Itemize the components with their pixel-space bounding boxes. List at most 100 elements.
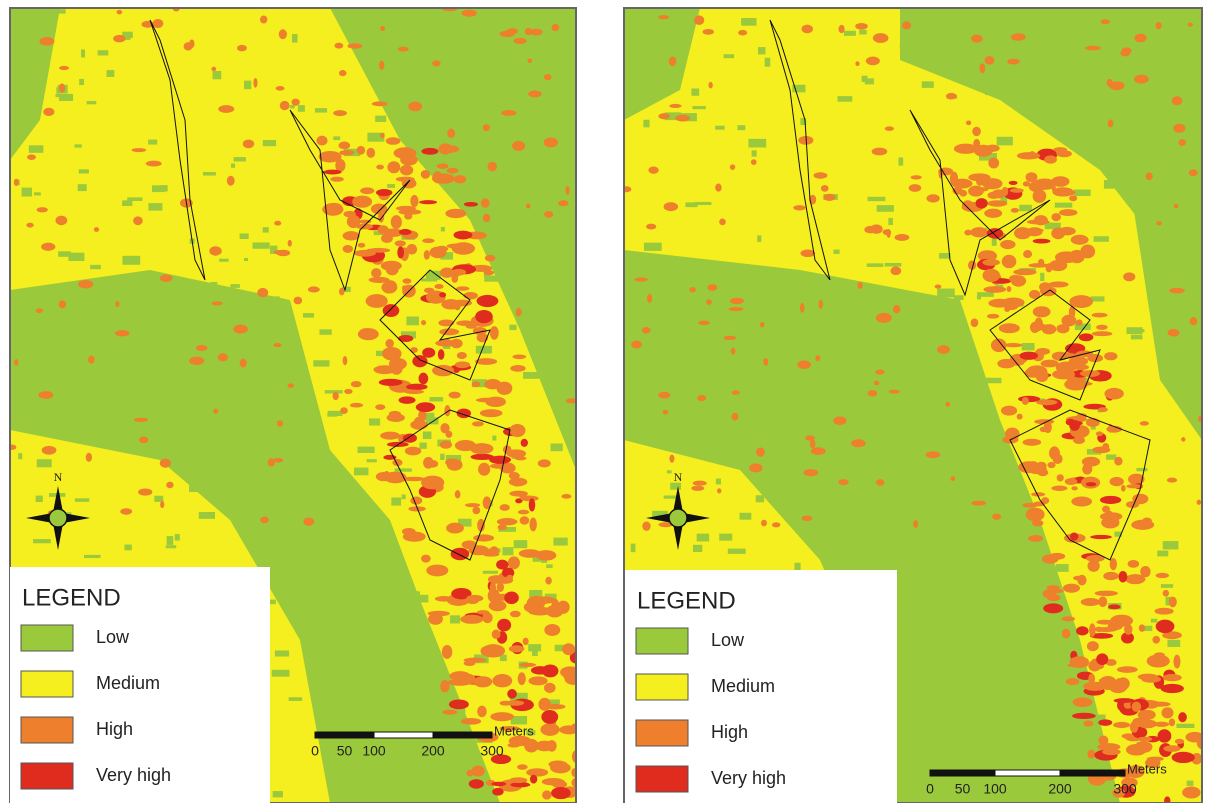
raster-cell	[424, 250, 430, 260]
raster-cell	[410, 496, 422, 504]
raster-cell	[536, 550, 557, 561]
raster-cell	[343, 231, 360, 240]
raster-cell	[951, 747, 959, 756]
raster-cell	[497, 619, 511, 632]
raster-cell	[1036, 399, 1057, 405]
raster-cell	[520, 493, 528, 500]
raster-cell	[1101, 19, 1110, 24]
north-arrow	[49, 509, 67, 527]
raster-cell	[387, 161, 400, 173]
raster-cell	[500, 31, 515, 37]
raster-cell	[1151, 619, 1157, 623]
raster-cell	[1134, 75, 1149, 84]
raster-cell	[492, 630, 501, 639]
raster-cell	[219, 259, 228, 262]
raster-cell	[833, 250, 839, 254]
raster-cell	[298, 105, 305, 112]
raster-cell	[472, 381, 480, 387]
raster-cell	[847, 408, 852, 413]
legend-swatch	[21, 717, 73, 743]
scale-label: 0	[926, 781, 934, 797]
raster-cell	[889, 492, 905, 497]
raster-cell	[531, 666, 549, 674]
raster-cell	[937, 289, 955, 298]
raster-cell	[658, 317, 667, 324]
raster-cell	[1161, 707, 1173, 718]
raster-cell	[802, 516, 813, 522]
raster-cell	[243, 139, 254, 148]
raster-cell	[1141, 676, 1161, 683]
raster-cell	[120, 508, 132, 515]
raster-cell	[138, 488, 152, 495]
raster-cell	[1139, 624, 1145, 632]
raster-cell	[1098, 735, 1108, 745]
raster-cell	[466, 770, 473, 777]
raster-cell	[292, 34, 298, 43]
raster-cell	[715, 126, 724, 130]
raster-cell	[375, 404, 385, 410]
raster-cell	[160, 501, 164, 508]
raster-cell	[384, 89, 390, 93]
raster-cell	[446, 523, 464, 534]
raster-cell	[1009, 181, 1018, 185]
raster-cell	[703, 407, 715, 416]
raster-cell	[1152, 636, 1160, 644]
raster-cell	[365, 21, 380, 28]
raster-cell	[1062, 629, 1071, 639]
raster-cell	[950, 476, 955, 481]
raster-cell	[872, 148, 888, 156]
raster-cell	[331, 523, 348, 527]
scale-unit: Meters	[1127, 761, 1167, 776]
raster-cell	[877, 205, 894, 212]
raster-cell	[815, 355, 820, 361]
raster-cell	[888, 218, 893, 225]
raster-cell	[1023, 181, 1030, 186]
raster-cell	[419, 373, 429, 385]
raster-cell	[33, 539, 51, 543]
raster-cell	[449, 392, 461, 399]
raster-cell	[333, 136, 340, 140]
raster-cell	[1100, 496, 1121, 504]
raster-cell	[435, 340, 457, 347]
raster-cell	[1087, 641, 1099, 651]
raster-cell	[1077, 686, 1083, 693]
raster-cell	[1110, 477, 1124, 486]
raster-cell	[1002, 187, 1009, 196]
raster-cell	[906, 570, 922, 579]
raster-cell	[692, 106, 705, 109]
raster-cell	[525, 28, 533, 35]
raster-cell	[578, 765, 596, 773]
raster-cell	[866, 57, 880, 66]
raster-cell	[402, 494, 406, 499]
raster-cell	[37, 207, 48, 212]
scale-segment	[1060, 770, 1125, 776]
raster-cell	[442, 710, 457, 715]
raster-cell	[1169, 288, 1185, 294]
raster-cell	[1082, 457, 1100, 467]
raster-cell	[1177, 73, 1192, 77]
raster-cell	[631, 544, 636, 553]
raster-cell	[670, 483, 681, 490]
raster-cell	[675, 115, 690, 122]
raster-cell	[451, 275, 458, 283]
raster-cell	[292, 99, 300, 106]
raster-cell	[1104, 180, 1119, 189]
raster-cell	[1041, 360, 1059, 368]
raster-cell	[53, 9, 66, 13]
raster-cell	[1103, 572, 1118, 580]
raster-cell	[1061, 189, 1075, 195]
scale-label: 200	[1048, 781, 1072, 797]
raster-cell	[1181, 437, 1185, 442]
raster-cell	[1198, 416, 1204, 423]
raster-cell	[1188, 39, 1201, 43]
raster-cell	[992, 479, 999, 484]
raster-cell	[805, 435, 815, 440]
raster-cell	[800, 303, 805, 313]
raster-cell	[730, 298, 744, 304]
raster-cell	[260, 517, 269, 524]
raster-cell	[84, 555, 101, 558]
raster-cell	[926, 451, 941, 458]
raster-cell	[647, 294, 652, 303]
raster-cell	[421, 278, 437, 281]
raster-cell	[527, 58, 532, 63]
